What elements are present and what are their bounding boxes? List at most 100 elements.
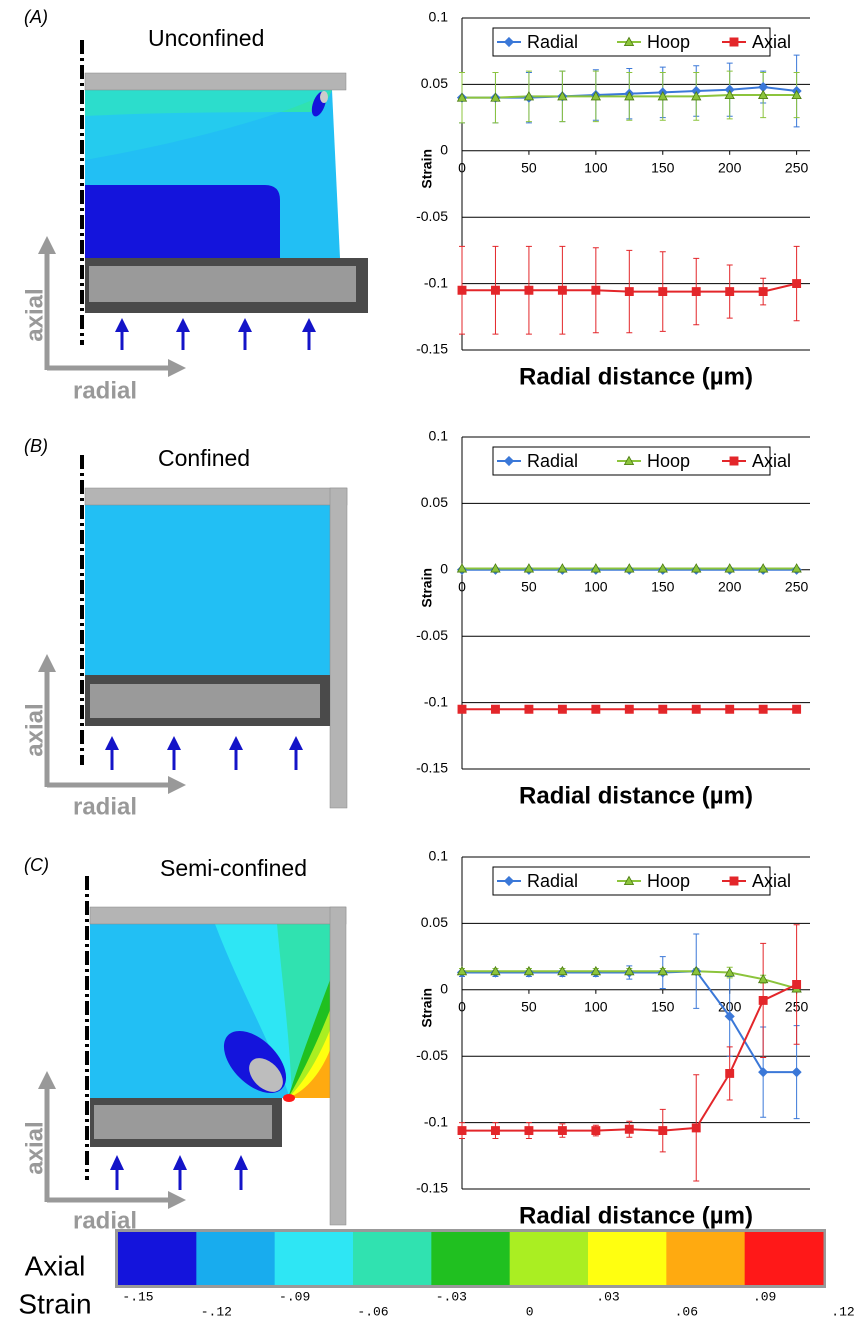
marker bbox=[725, 287, 735, 297]
diagram-b: (B) Confined axial radial bbox=[21, 436, 348, 820]
x-tick-label: 50 bbox=[521, 160, 537, 176]
y-tick-label: -0.05 bbox=[416, 1047, 448, 1063]
marker bbox=[624, 91, 635, 101]
x-tick-label: 50 bbox=[521, 999, 537, 1015]
marker bbox=[557, 965, 568, 976]
y-tick-label: -0.1 bbox=[424, 274, 448, 290]
radial-label: radial bbox=[73, 377, 137, 404]
y-tick-label: -0.05 bbox=[416, 627, 448, 643]
y-tick-label: 0.05 bbox=[421, 494, 448, 510]
legend-marker bbox=[623, 455, 635, 465]
legend-label: Hoop bbox=[647, 451, 690, 471]
legend-marker bbox=[503, 455, 515, 467]
marker bbox=[590, 563, 602, 573]
x-axis-label: Radial distance (µm) bbox=[519, 363, 753, 390]
marker bbox=[456, 965, 468, 976]
marker bbox=[691, 563, 702, 573]
marker bbox=[624, 287, 634, 297]
marker bbox=[657, 91, 668, 101]
y-tick-label: -0.15 bbox=[416, 1180, 448, 1196]
marker bbox=[791, 1067, 802, 1078]
marker bbox=[791, 563, 802, 573]
contour bbox=[288, 1050, 330, 1098]
marker bbox=[691, 287, 701, 297]
colorbar-segment bbox=[118, 1232, 197, 1285]
marker bbox=[792, 279, 802, 289]
x-tick-label: 200 bbox=[718, 160, 742, 176]
legend-label: Axial bbox=[752, 32, 791, 52]
y-tick-label: 0 bbox=[440, 142, 448, 158]
marker bbox=[757, 973, 769, 984]
marker bbox=[691, 704, 701, 714]
marker bbox=[724, 967, 735, 977]
marker bbox=[491, 285, 500, 295]
marker bbox=[758, 704, 768, 714]
legend-label: Hoop bbox=[647, 871, 690, 891]
marker bbox=[524, 1126, 534, 1136]
legend-label: Axial bbox=[752, 871, 791, 891]
colorbar-title: Axial bbox=[25, 1250, 86, 1281]
contour bbox=[283, 1094, 295, 1102]
marker bbox=[624, 1124, 634, 1134]
x-tick-label: 100 bbox=[584, 160, 608, 176]
marker bbox=[691, 965, 702, 976]
legend-marker bbox=[503, 875, 515, 887]
marker bbox=[524, 704, 534, 714]
colorbar-segment bbox=[509, 1232, 589, 1285]
marker bbox=[724, 89, 735, 100]
load-arrows bbox=[105, 736, 303, 770]
legend-marker bbox=[503, 36, 515, 48]
contour bbox=[300, 1098, 330, 1225]
marker bbox=[724, 563, 735, 573]
axial-label: axial bbox=[21, 703, 48, 756]
side-wall bbox=[329, 487, 348, 809]
marker bbox=[457, 1126, 467, 1136]
colorbar-label: -.06 bbox=[357, 1304, 388, 1319]
legend-marker bbox=[623, 875, 635, 885]
y-tick-label: 0.1 bbox=[429, 848, 449, 864]
marker bbox=[590, 965, 602, 976]
marker bbox=[457, 704, 467, 714]
x-tick-label: 0 bbox=[458, 160, 466, 176]
marker bbox=[725, 1069, 735, 1078]
load-arrows bbox=[110, 1155, 248, 1190]
colorbar-label: .06 bbox=[675, 1304, 698, 1319]
legend-label: Radial bbox=[527, 871, 578, 891]
x-tick-label: 200 bbox=[718, 579, 742, 595]
y-tick-label: 0.1 bbox=[429, 428, 449, 444]
series-line bbox=[462, 970, 797, 1074]
colorbar-label: -.12 bbox=[201, 1304, 232, 1319]
marker bbox=[792, 980, 802, 989]
x-tick-label: 150 bbox=[651, 579, 675, 595]
marker bbox=[658, 704, 668, 714]
load-arrows bbox=[115, 318, 316, 350]
marker bbox=[523, 91, 535, 101]
contour bbox=[85, 185, 280, 258]
marker bbox=[590, 91, 602, 101]
legend-marker bbox=[729, 456, 739, 466]
legend-marker bbox=[729, 876, 739, 886]
marker bbox=[658, 287, 668, 297]
colorbar-label: .03 bbox=[596, 1289, 619, 1304]
colorbar-segment bbox=[744, 1232, 824, 1285]
marker bbox=[757, 563, 769, 573]
marker bbox=[591, 1126, 601, 1136]
x-tick-label: 150 bbox=[651, 999, 675, 1015]
direction-axes bbox=[38, 654, 186, 794]
marker bbox=[591, 285, 601, 295]
x-axis-label: Radial distance (µm) bbox=[519, 782, 753, 809]
panel-label: (B) bbox=[24, 436, 48, 456]
contour bbox=[249, 1058, 283, 1092]
diagram-a: (A) Unconfined axial radial bbox=[21, 7, 368, 404]
marker bbox=[591, 704, 601, 714]
x-tick-label: 150 bbox=[651, 160, 675, 176]
side-wall bbox=[329, 906, 347, 1226]
marker bbox=[657, 965, 668, 976]
marker bbox=[557, 1126, 567, 1136]
x-tick-label: 100 bbox=[584, 579, 608, 595]
marker bbox=[657, 563, 668, 573]
top-plate bbox=[84, 487, 348, 506]
marker bbox=[691, 1123, 701, 1133]
x-tick-label: 50 bbox=[521, 579, 537, 595]
contour bbox=[320, 91, 328, 103]
